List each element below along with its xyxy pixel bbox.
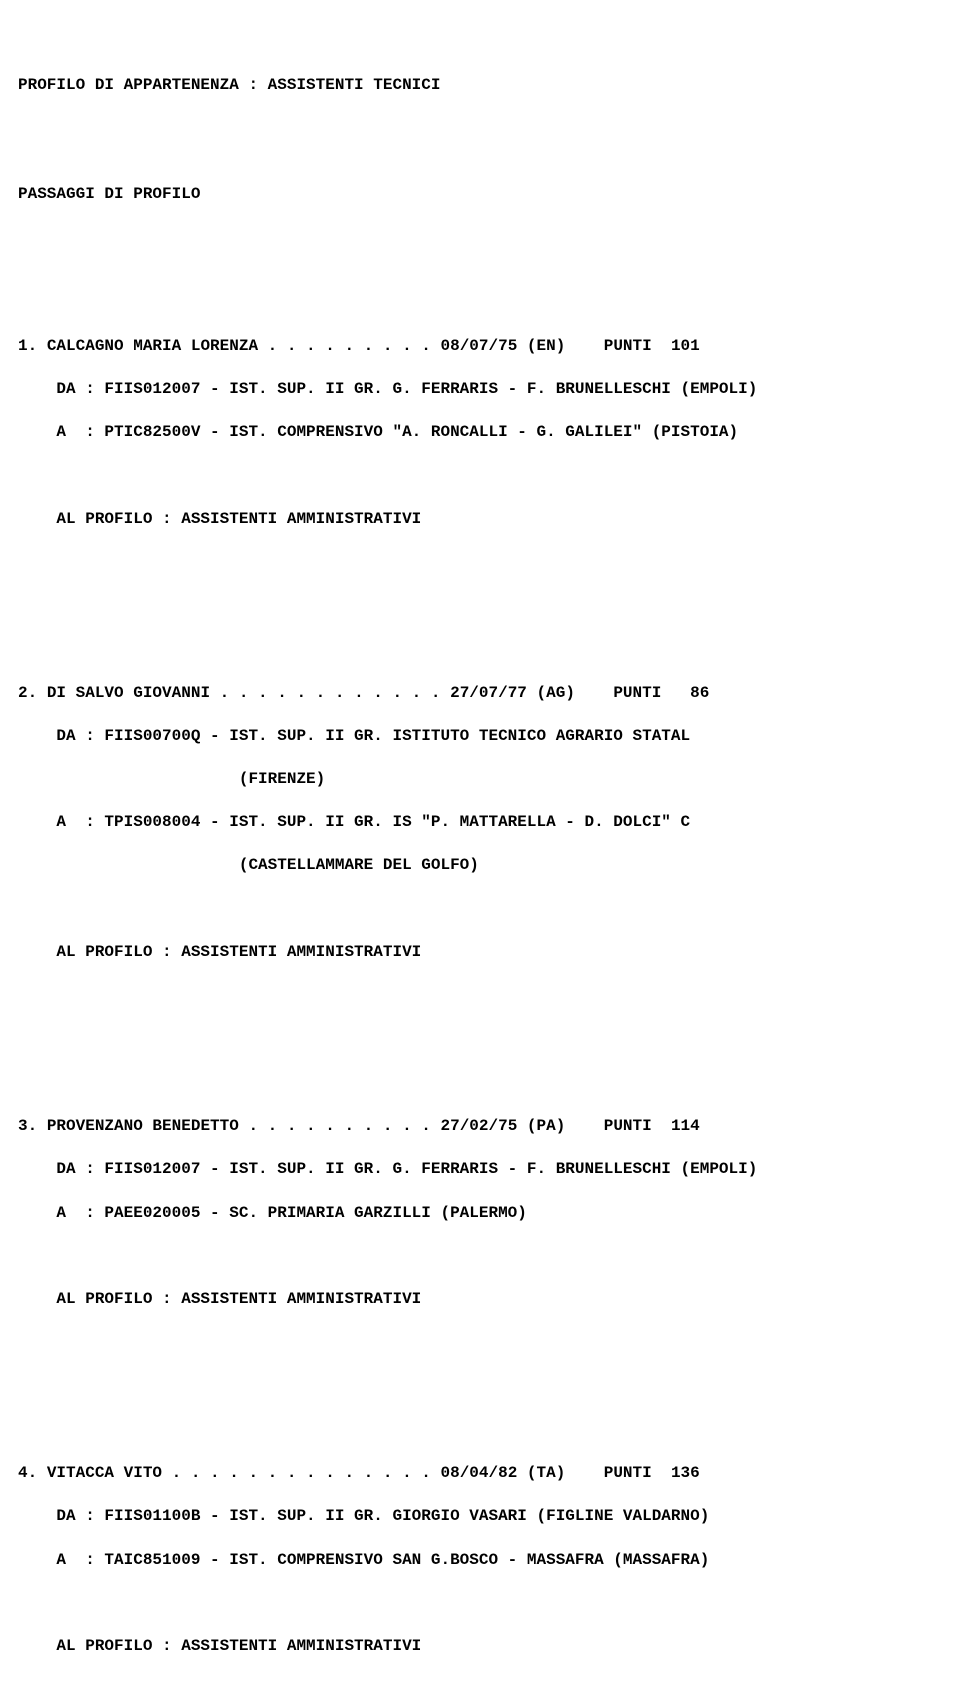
entry-punti-value: 114	[671, 1117, 700, 1135]
entry-da: DA : FIIS00700Q - IST. SUP. II GR. ISTIT…	[18, 726, 960, 748]
entry-date: 08/04/82	[440, 1464, 517, 1482]
entry-prov: (EN)	[527, 337, 565, 355]
entry-header: 4. VITACCA VITO . . . . . . . . . . . . …	[18, 1463, 960, 1485]
entry-da: DA : FIIS01100B - IST. SUP. II GR. GIORG…	[18, 1506, 960, 1528]
entry-punti-value: 101	[671, 337, 700, 355]
entry-num: 2.	[18, 684, 37, 702]
entry-prov: (AG)	[537, 684, 575, 702]
entry-a: A : TAIC851009 - IST. COMPRENSIVO SAN G.…	[18, 1550, 960, 1572]
entry-dots: . . . . . . . . . . . . . .	[162, 1464, 440, 1482]
entry-punti-label: PUNTI	[604, 1464, 652, 1482]
entry-name: CALCAGNO MARIA LORENZA	[47, 337, 258, 355]
entry-punti-label: PUNTI	[613, 684, 661, 702]
entry-header: 1. CALCAGNO MARIA LORENZA . . . . . . . …	[18, 336, 960, 358]
entry-punti-label: PUNTI	[604, 1117, 652, 1135]
section-title: PASSAGGI DI PROFILO	[18, 184, 960, 206]
entry-header: 2. DI SALVO GIOVANNI . . . . . . . . . .…	[18, 683, 960, 705]
entry-footer: AL PROFILO : ASSISTENTI AMMINISTRATIVI	[18, 1636, 960, 1658]
entry-dots: . . . . . . . . . .	[239, 1117, 441, 1135]
entry-a: A : PTIC82500V - IST. COMPRENSIVO "A. RO…	[18, 422, 960, 444]
entry-name: PROVENZANO BENEDETTO	[47, 1117, 239, 1135]
entry-dots: . . . . . . . . .	[258, 337, 440, 355]
entry-num: 1.	[18, 337, 37, 355]
page-title: PROFILO DI APPARTENENZA : ASSISTENTI TEC…	[18, 75, 960, 97]
entry-da: DA : FIIS012007 - IST. SUP. II GR. G. FE…	[18, 379, 960, 401]
entry-da: DA : FIIS012007 - IST. SUP. II GR. G. FE…	[18, 1159, 960, 1181]
entry-footer: AL PROFILO : ASSISTENTI AMMINISTRATIVI	[18, 1289, 960, 1311]
entry-a: A : TPIS008004 - IST. SUP. II GR. IS "P.…	[18, 812, 960, 834]
entry-date: 27/07/77	[450, 684, 527, 702]
entry-header: 3. PROVENZANO BENEDETTO . . . . . . . . …	[18, 1116, 960, 1138]
entry-dots: . . . . . . . . . . . .	[210, 684, 450, 702]
entry-date: 27/02/75	[440, 1117, 517, 1135]
entry-num: 4.	[18, 1464, 37, 1482]
entry-name: DI SALVO GIOVANNI	[47, 684, 210, 702]
entry-da-2: (FIRENZE)	[18, 769, 960, 791]
entry-a-2: (CASTELLAMMARE DEL GOLFO)	[18, 855, 960, 877]
entry-punti-value: 136	[671, 1464, 700, 1482]
entry-punti-label: PUNTI	[604, 337, 652, 355]
entry-date: 08/07/75	[440, 337, 517, 355]
entry-prov: (PA)	[527, 1117, 565, 1135]
entry-num: 3.	[18, 1117, 37, 1135]
entry-footer: AL PROFILO : ASSISTENTI AMMINISTRATIVI	[18, 942, 960, 964]
entry-a: A : PAEE020005 - SC. PRIMARIA GARZILLI (…	[18, 1203, 960, 1225]
entry-punti-value: 86	[681, 684, 710, 702]
entry-name: VITACCA VITO	[47, 1464, 162, 1482]
entry-prov: (TA)	[527, 1464, 565, 1482]
entry-footer: AL PROFILO : ASSISTENTI AMMINISTRATIVI	[18, 509, 960, 531]
